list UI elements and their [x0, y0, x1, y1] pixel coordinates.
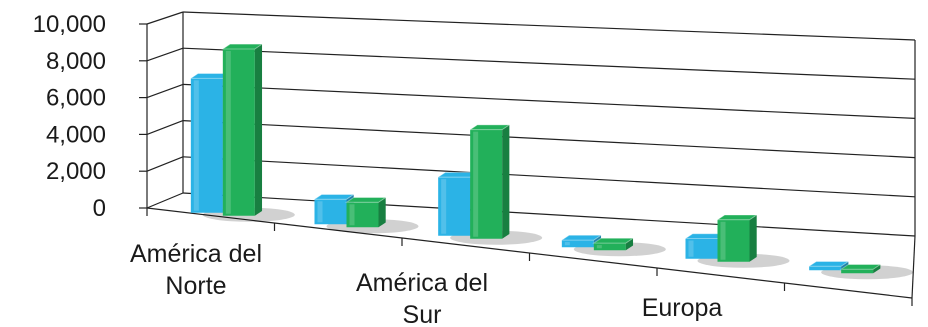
bar-highlight [225, 50, 231, 214]
bar-side [625, 238, 634, 251]
bar-1-1 [344, 196, 388, 228]
bar-front [190, 78, 223, 213]
gridline-side [146, 11, 184, 25]
bar-top [312, 193, 356, 200]
category-label: Europa [642, 294, 723, 322]
axes [139, 12, 916, 306]
bar-highlight [596, 245, 602, 249]
bars [189, 43, 914, 280]
y-tick-label: 10,000 [33, 11, 106, 38]
y-tick-label: 4,000 [46, 121, 106, 148]
gridline [182, 192, 916, 237]
gridline-side [146, 192, 184, 209]
y-tick-label: 2,000 [46, 158, 106, 185]
gridline [182, 47, 916, 80]
bar-side [254, 44, 263, 216]
gridline [182, 11, 916, 41]
gridline-side [146, 83, 184, 99]
bar-front [717, 219, 750, 262]
bar-front [346, 202, 379, 228]
bar-front [809, 266, 842, 271]
bar-side [502, 124, 510, 239]
gridline-side [146, 156, 184, 172]
gridline [182, 156, 916, 198]
bar-top [344, 196, 388, 203]
bar-top [715, 214, 759, 221]
bar-top [468, 124, 512, 131]
bar-2-1 [468, 124, 512, 239]
bar-top [592, 237, 635, 244]
labels: 0 2,000 4,000 6,000 8,000 10,000 América del No… [33, 11, 723, 327]
bar-3-1 [592, 237, 635, 251]
bar-front [222, 48, 255, 216]
bar-front [593, 243, 626, 251]
bar-front [438, 177, 471, 236]
bar-front [685, 238, 718, 259]
bar-1-0 [312, 193, 356, 225]
category-label: América del [356, 269, 488, 297]
bar-front [470, 129, 503, 239]
gridline-side [146, 120, 184, 135]
bar-highlight [473, 131, 479, 237]
gridline [182, 83, 916, 119]
bar-highlight [720, 221, 726, 260]
y-tick-label: 0 [93, 195, 106, 222]
gridline [182, 120, 916, 159]
bar-side [378, 197, 386, 228]
gridline-side [146, 47, 184, 62]
bar-top [560, 234, 603, 241]
y-tick-label: 6,000 [46, 85, 106, 112]
bar-0-1 [221, 43, 264, 216]
bar-side [749, 214, 757, 262]
bar-highlight [564, 242, 570, 246]
category-label: América del [130, 240, 262, 268]
bar-highlight [349, 204, 355, 226]
category-label: Norte [165, 272, 226, 300]
bar-front [561, 240, 594, 248]
bar-top [807, 260, 851, 267]
floor-right-edge [911, 235, 916, 299]
bar-highlight [193, 80, 199, 211]
y-tick-label: 8,000 [46, 48, 106, 75]
bar-5-0 [807, 260, 851, 271]
bar-side [841, 261, 849, 271]
bar-top [839, 263, 883, 270]
bar-5-1 [839, 263, 883, 274]
bar-front [841, 269, 874, 274]
bar-highlight [441, 179, 447, 234]
bar-side [873, 264, 881, 274]
gridlines [146, 11, 916, 237]
bar-4-1 [715, 214, 759, 262]
bar-highlight [688, 240, 694, 257]
bar-top [221, 43, 264, 50]
category-label: Sur [403, 301, 442, 327]
bar-front [314, 199, 347, 225]
bar-highlight [317, 201, 323, 223]
